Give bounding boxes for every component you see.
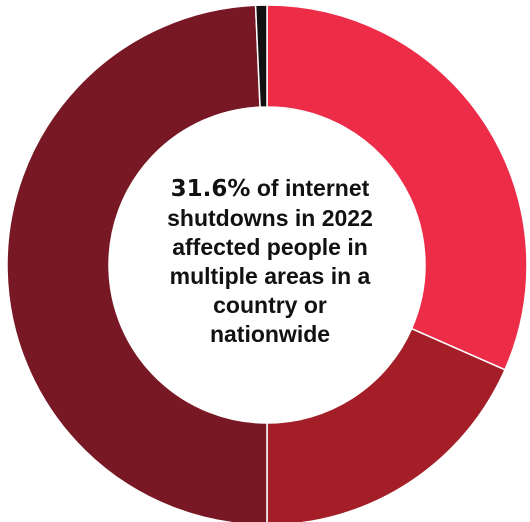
- center-label: 31.6% of internet shutdowns in 2022 affe…: [150, 174, 390, 349]
- center-label-highlight: 31.6%: [170, 176, 251, 202]
- donut-slice-4: [254, 4, 268, 108]
- center-label-text: of internet shutdowns in 2022 affected p…: [167, 175, 373, 347]
- donut-slice-3: [6, 4, 268, 522]
- donut-slice-1: [266, 4, 528, 371]
- donut-slice-2: [266, 327, 506, 522]
